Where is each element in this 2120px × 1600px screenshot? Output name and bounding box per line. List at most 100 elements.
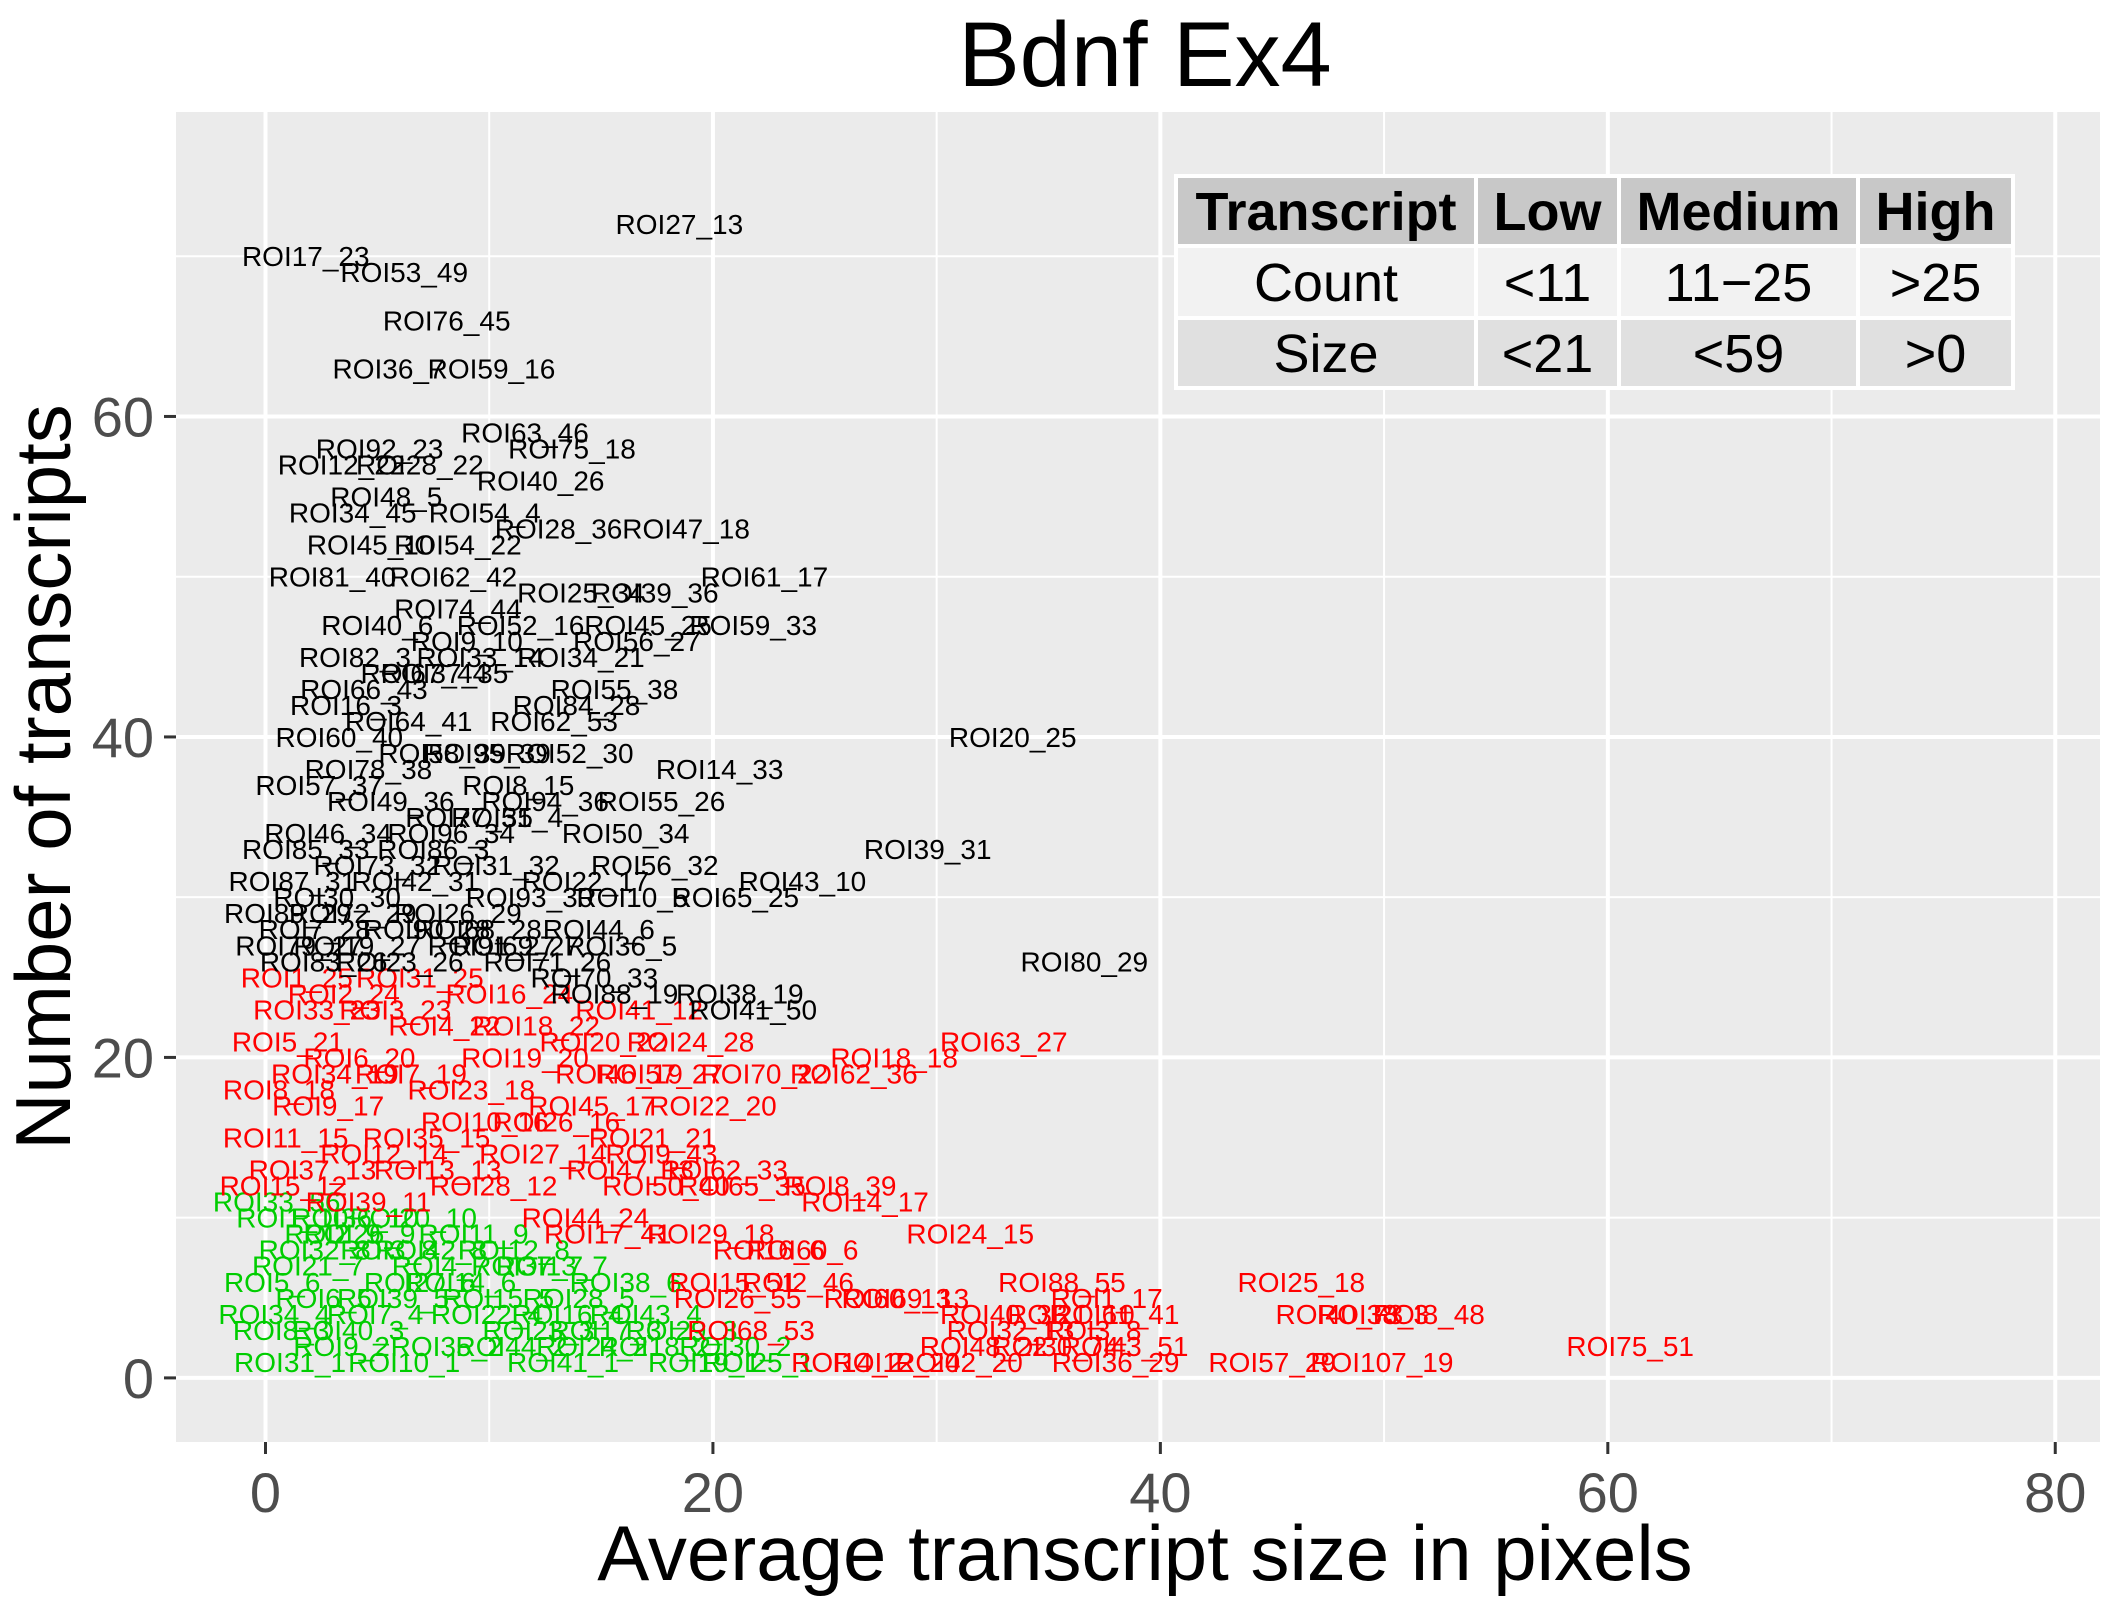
data-point-label: ROI86_3 <box>377 834 489 865</box>
data-point-label: ROI13_13 <box>374 1155 502 1186</box>
data-point-label: ROI44_24 <box>522 1203 650 1234</box>
data-point-label: ROI34_4 <box>218 1299 330 1330</box>
data-point-label: ROI52_30 <box>506 738 634 769</box>
data-point-label: ROI11_15 <box>223 1123 349 1154</box>
data-point-label: ROI22_20 <box>649 1090 777 1121</box>
data-point-label: ROI29_3 <box>626 1315 738 1346</box>
data-point-label: ROI107_19 <box>1310 1347 1453 1378</box>
table-cell <box>1856 244 2015 320</box>
data-point-label: ROI93_30 <box>466 882 594 913</box>
data-point-label: ROI10_16 <box>421 1107 549 1138</box>
data-point-label: ROI27_14 <box>479 1139 607 1170</box>
data-point-label: ROI77_35 <box>405 802 533 833</box>
data-point-label: ROI5_21 <box>232 1026 344 1057</box>
data-point-label: ROI9_10 <box>411 626 523 657</box>
data-point-label: ROI3_23 <box>339 994 451 1025</box>
table-cell <box>1856 316 2015 390</box>
data-point-label: ROI26_29 <box>394 898 522 929</box>
data-point-label: ROI64_41 <box>345 706 473 737</box>
data-point-label: ROI39_36 <box>591 578 719 609</box>
data-point-label: ROI8_39 <box>784 1171 896 1202</box>
data-point-label: ROI95_39 <box>423 738 551 769</box>
data-point-label: ROI28_36 <box>495 514 623 545</box>
data-point-label: ROI34_45 <box>289 498 417 529</box>
data-point-label: ROI8_3 <box>233 1315 330 1346</box>
data-point-label: ROI55_26 <box>598 786 726 817</box>
data-point-label: ROI35_15 <box>363 1123 491 1154</box>
data-point-label: ROI34_21 <box>517 642 645 673</box>
table-cell-text: >25 <box>1890 253 1982 313</box>
data-point-label: ROI32_8 <box>259 1235 371 1266</box>
data-point-label: ROI16_6 <box>713 1235 825 1266</box>
data-point-label: ROI21_21 <box>589 1123 717 1154</box>
y-tick-label: 60 <box>92 385 154 448</box>
data-point-label: ROI75_51 <box>1566 1331 1694 1362</box>
data-point-label: ROI4_22 <box>388 1010 500 1041</box>
data-point-label: ROI50_34 <box>562 818 690 849</box>
data-point-label: ROI27_6 <box>364 1267 476 1298</box>
data-point-label: ROI18_2 <box>599 1331 711 1362</box>
data-point-label: ROI18_18 <box>830 1042 958 1073</box>
data-point-label: ROI31_1 <box>234 1347 346 1378</box>
data-point-label: ROI10_5 <box>576 882 688 913</box>
table-cell-text: <21 <box>1502 324 1594 384</box>
data-point-label: ROI40_33 <box>940 1299 1068 1330</box>
data-point-label: ROI8_18 <box>223 1074 335 1105</box>
data-point-label: ROI28_22 <box>356 450 484 481</box>
data-point-label: ROI57_29 <box>1208 1347 1336 1378</box>
data-point-label: ROI53_49 <box>340 257 468 288</box>
data-point-label: ROI1_17 <box>1051 1283 1163 1314</box>
data-point-label: ROI96_34 <box>387 818 515 849</box>
data-point-label: ROI32_13 <box>947 1315 1075 1346</box>
data-point-label: ROI41_1 <box>507 1347 619 1378</box>
data-point-label: ROI33_56 <box>213 1187 341 1218</box>
data-point-label: ROI7_4 <box>327 1299 424 1330</box>
data-point-label: ROI88_19 <box>551 978 679 1009</box>
data-point-label: ROI73_32 <box>314 850 442 881</box>
data-point-label: ROI44_6 <box>543 914 655 945</box>
data-point-label: ROI15_51 <box>669 1267 797 1298</box>
data-point-label: ROI28_5 <box>523 1283 635 1314</box>
data-point-label: ROI23_18 <box>407 1074 535 1105</box>
x-tick-label: 60 <box>1577 1461 1639 1524</box>
data-point-label: ROI12_20 <box>833 1347 961 1378</box>
y-tick-label: 0 <box>123 1347 154 1410</box>
data-point-label: ROI8_48 <box>1373 1299 1485 1330</box>
data-point-label: ROI80_29 <box>1020 946 1148 977</box>
data-point-label: ROI9_2 <box>293 1331 390 1362</box>
data-point-label: ROI11_9 <box>419 1219 529 1250</box>
data-point-label: ROI24_2 <box>536 1331 648 1362</box>
data-point-label: ROI14_17 <box>801 1187 929 1218</box>
data-point-label: ROI30_74 <box>991 1331 1119 1362</box>
data-point-label: ROI41_50 <box>689 994 817 1025</box>
data-point-label: ROI28_12 <box>430 1171 558 1202</box>
data-point-label: ROI6_20 <box>303 1042 415 1073</box>
data-point-label: ROI20_10 <box>349 1203 477 1234</box>
data-point-label: ROI61_41 <box>1052 1299 1180 1330</box>
data-point-label: ROI3_8 <box>1045 1315 1142 1346</box>
data-point-label: ROI22_4 <box>431 1299 543 1330</box>
data-point-label: ROI81_40 <box>269 562 397 593</box>
data-point-label: ROI40_73 <box>1276 1299 1404 1330</box>
data-point-label: ROI66_43 <box>300 674 428 705</box>
data-point-label: ROI16_24 <box>446 978 574 1009</box>
data-point-label: ROI22_17 <box>522 866 650 897</box>
data-point-label: ROI23_3 <box>482 1315 594 1346</box>
table-cell <box>1617 244 1860 320</box>
data-point-label: ROI63_46 <box>461 417 589 448</box>
table-header-text: High <box>1876 182 1996 242</box>
data-point-label: ROI45_10 <box>307 530 435 561</box>
data-point-label: ROI69_27 <box>452 930 580 961</box>
data-point-label: ROI25_18 <box>1237 1267 1365 1298</box>
data-point-label: ROI43_10 <box>739 866 867 897</box>
data-point-label: ROI39_5 <box>337 1283 449 1314</box>
data-point-label: ROI49_36 <box>327 786 455 817</box>
data-point-label: ROI51_4 <box>451 802 563 833</box>
data-point-label: ROI76_45 <box>383 305 511 336</box>
data-point-label: ROI40_3 <box>292 1315 404 1346</box>
data-point-label: ROI42_31 <box>352 866 480 897</box>
data-point-label: ROI7_28 <box>259 914 371 945</box>
data-point-label: ROI18_22 <box>472 1010 600 1041</box>
data-point-label: ROI23_26 <box>336 946 464 977</box>
data-point-label: ROI19_20 <box>461 1042 589 1073</box>
